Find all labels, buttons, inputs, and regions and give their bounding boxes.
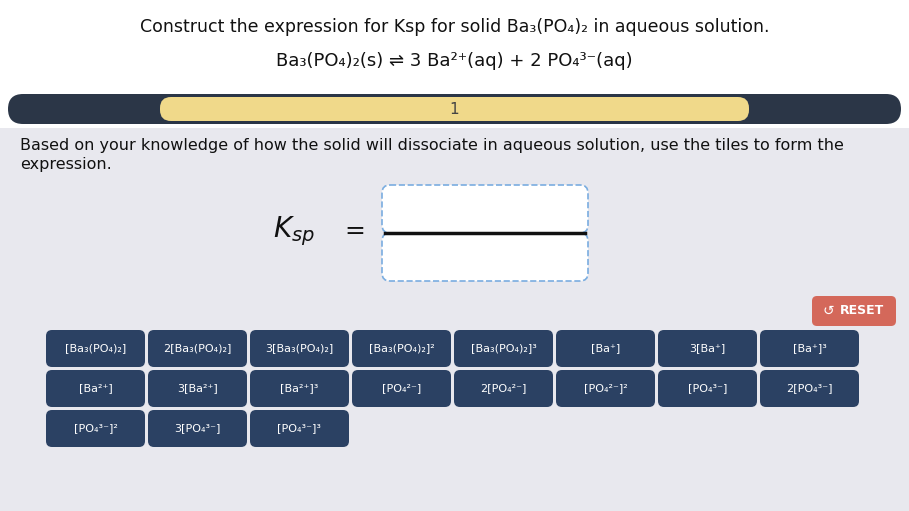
Text: 3[Ba²⁺]: 3[Ba²⁺] [177,383,218,393]
FancyBboxPatch shape [148,410,247,447]
Text: [Ba₃(PO₄)₂]: [Ba₃(PO₄)₂] [65,343,126,354]
Text: [Ba₃(PO₄)₂]³: [Ba₃(PO₄)₂]³ [471,343,536,354]
FancyBboxPatch shape [8,94,901,124]
Text: [PO₄³⁻]²: [PO₄³⁻]² [74,424,117,433]
FancyBboxPatch shape [250,370,349,407]
FancyBboxPatch shape [148,330,247,367]
Text: 3[PO₄³⁻]: 3[PO₄³⁻] [175,424,221,433]
FancyBboxPatch shape [454,330,553,367]
Text: [PO₄³⁻]: [PO₄³⁻] [688,383,727,393]
FancyBboxPatch shape [352,370,451,407]
Text: 3[Ba₃(PO₄)₂]: 3[Ba₃(PO₄)₂] [265,343,334,354]
Text: Construct the expression for Ksp for solid Ba₃(PO₄)₂ in aqueous solution.: Construct the expression for Ksp for sol… [140,18,769,36]
FancyBboxPatch shape [382,185,588,233]
FancyBboxPatch shape [382,233,588,281]
FancyBboxPatch shape [454,370,553,407]
Bar [0,0,909,128]
Text: $\mathit{K}_{sp}$: $\mathit{K}_{sp}$ [274,215,315,248]
Text: [PO₄²⁻]²: [PO₄²⁻]² [584,383,627,393]
FancyBboxPatch shape [250,330,349,367]
FancyBboxPatch shape [556,370,655,407]
Text: ↺: ↺ [822,304,834,318]
FancyBboxPatch shape [760,330,859,367]
Text: expression.: expression. [20,157,112,172]
Text: 3[Ba⁺]: 3[Ba⁺] [689,343,725,354]
Text: [PO₄²⁻]: [PO₄²⁻] [382,383,421,393]
Text: 2[Ba₃(PO₄)₂]: 2[Ba₃(PO₄)₂] [164,343,232,354]
FancyBboxPatch shape [148,370,247,407]
FancyBboxPatch shape [556,330,655,367]
Text: 2[PO₄³⁻]: 2[PO₄³⁻] [786,383,833,393]
Text: [Ba²⁺]: [Ba²⁺] [78,383,113,393]
Text: RESET: RESET [840,305,884,317]
FancyBboxPatch shape [658,330,757,367]
Text: [Ba⁺]³: [Ba⁺]³ [793,343,826,354]
Text: [Ba²⁺]³: [Ba²⁺]³ [280,383,319,393]
FancyBboxPatch shape [46,370,145,407]
FancyBboxPatch shape [46,410,145,447]
Bar [0,128,909,511]
Text: 2[PO₄²⁻]: 2[PO₄²⁻] [480,383,526,393]
Text: 1: 1 [450,103,459,118]
FancyBboxPatch shape [352,330,451,367]
Text: =: = [345,220,365,244]
FancyBboxPatch shape [46,330,145,367]
FancyBboxPatch shape [812,296,896,326]
FancyBboxPatch shape [760,370,859,407]
Text: [Ba⁺]: [Ba⁺] [591,343,620,354]
FancyBboxPatch shape [250,410,349,447]
Text: Ba₃(PO₄)₂(s) ⇌ 3 Ba²⁺(aq) + 2 PO₄³⁻(aq): Ba₃(PO₄)₂(s) ⇌ 3 Ba²⁺(aq) + 2 PO₄³⁻(aq) [276,52,633,70]
FancyBboxPatch shape [160,97,749,121]
Text: [Ba₃(PO₄)₂]²: [Ba₃(PO₄)₂]² [369,343,435,354]
Text: Based on your knowledge of how the solid will dissociate in aqueous solution, us: Based on your knowledge of how the solid… [20,138,844,153]
FancyBboxPatch shape [658,370,757,407]
Text: [PO₄³⁻]³: [PO₄³⁻]³ [277,424,322,433]
